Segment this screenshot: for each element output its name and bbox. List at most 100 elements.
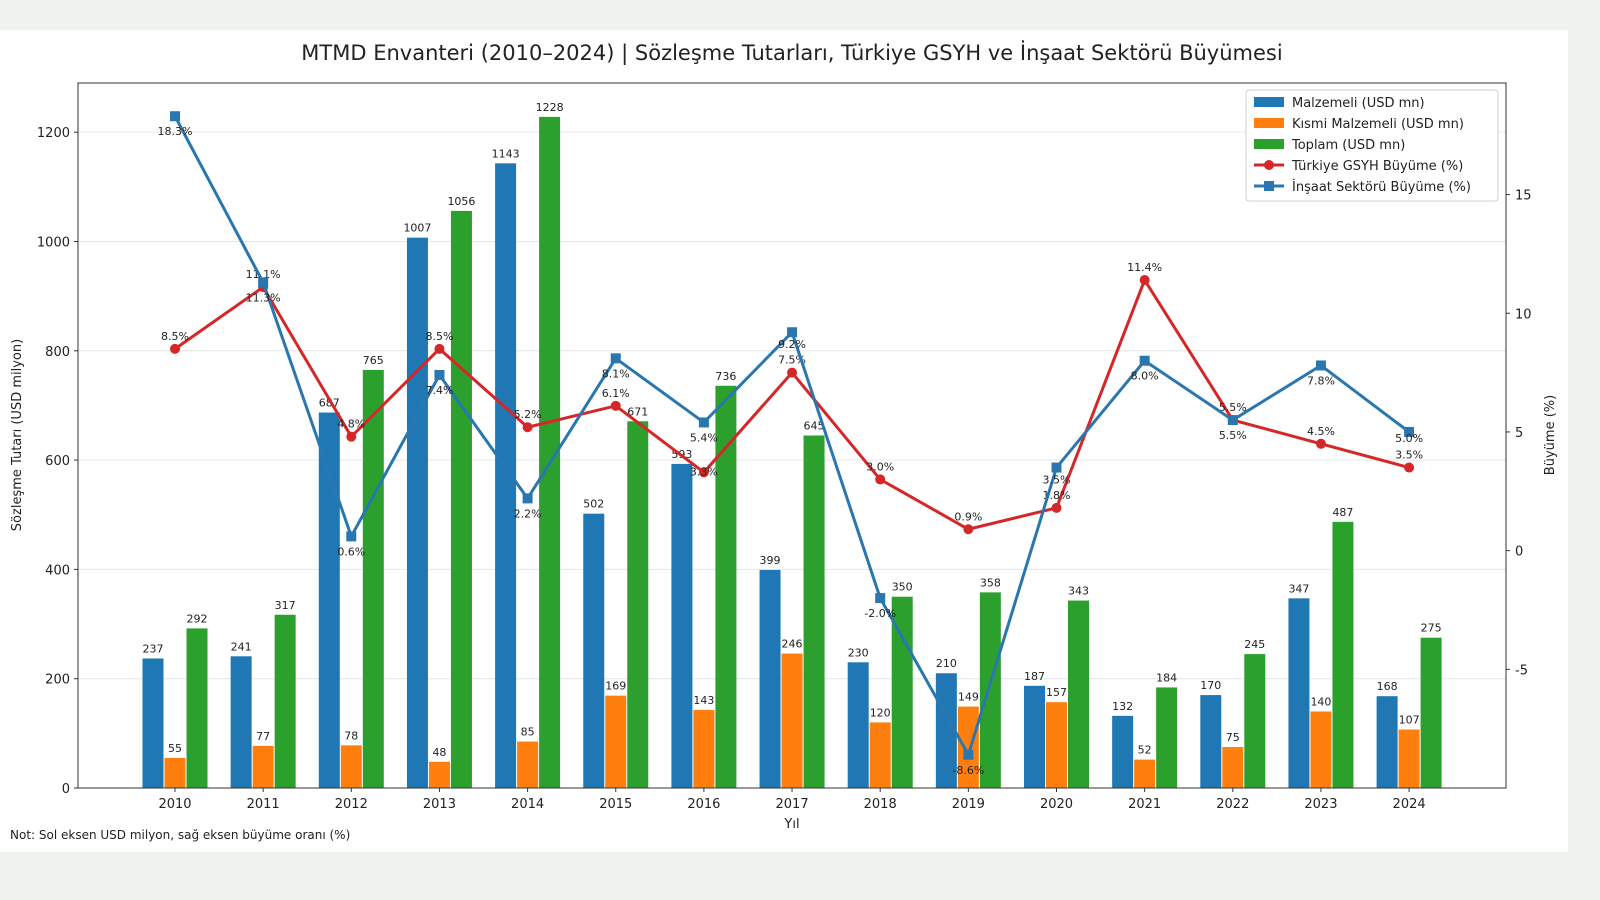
line-point [1227, 415, 1238, 426]
bar-2 [979, 592, 1001, 788]
bar-1 [340, 745, 362, 788]
line-point [1051, 502, 1062, 513]
bar-0 [1112, 715, 1134, 788]
bar-1 [869, 722, 891, 788]
x-tick-label: 2020 [1040, 797, 1073, 812]
line-point [346, 531, 357, 542]
bar-data-label: 77 [256, 730, 270, 743]
line-point [787, 327, 798, 338]
bar-1 [781, 653, 803, 788]
bar-2 [627, 421, 649, 788]
x-tick-label: 2015 [599, 797, 632, 812]
bar-data-label: 399 [760, 554, 781, 567]
line-data-label: 7.8% [1307, 374, 1335, 387]
bar-data-label: 187 [1024, 670, 1045, 683]
bar-data-label: 350 [892, 581, 913, 594]
legend-label: Malzemeli (USD mn) [1292, 96, 1425, 111]
bar-2 [803, 435, 825, 788]
bar-0 [935, 673, 957, 788]
line-data-label: 5.5% [1219, 429, 1247, 442]
bar-0 [406, 237, 428, 789]
bar-data-label: 246 [782, 638, 803, 651]
y-tick-label: 400 [45, 563, 70, 578]
y2-tick-label: 0 [1515, 545, 1523, 560]
line-point [434, 369, 445, 380]
line-data-label: 8.5% [425, 330, 453, 343]
y2-tick-label: 10 [1515, 307, 1532, 322]
bar-data-label: 292 [187, 612, 208, 625]
bar-1 [1222, 747, 1244, 788]
bar-data-label: 1007 [403, 222, 431, 235]
bar-1 [1134, 759, 1156, 788]
chart-frame: MTMD Envanteri (2010–2024) | Sözleşme Tu… [0, 30, 1568, 852]
bar-data-label: 765 [363, 354, 384, 367]
bar-2 [539, 116, 561, 788]
line-point [787, 367, 798, 378]
legend-swatch [1254, 118, 1284, 128]
line-point [875, 593, 886, 604]
bar-1 [957, 706, 979, 788]
bar-data-label: 210 [936, 657, 957, 670]
x-tick-label: 2023 [1304, 797, 1337, 812]
x-tick-label: 2017 [776, 797, 809, 812]
bar-data-label: 645 [804, 420, 825, 433]
bar-1 [693, 709, 715, 788]
line-data-label: 4.5% [1307, 425, 1335, 438]
y2-tick-label: 5 [1515, 426, 1523, 441]
bar-data-label: 343 [1068, 585, 1089, 598]
line-data-label: 8.1% [602, 367, 630, 380]
legend-label: Kısmi Malzemeli (USD mn) [1292, 117, 1464, 132]
bar-0 [1024, 685, 1045, 788]
line-data-label: 0.9% [954, 510, 982, 523]
line-point [963, 524, 974, 535]
bar-2 [186, 628, 208, 788]
x-tick-label: 2018 [864, 797, 897, 812]
bar-1 [1398, 729, 1420, 788]
bar-data-label: 671 [627, 405, 648, 418]
line-point [346, 431, 357, 442]
bar-2 [1420, 637, 1442, 788]
bar-data-label: 149 [958, 691, 979, 704]
line-point [1139, 355, 1150, 366]
bar-0 [759, 569, 781, 788]
bar-data-label: 487 [1332, 506, 1353, 519]
line-data-label: 2.2% [514, 507, 542, 520]
bar-data-label: 157 [1046, 686, 1067, 699]
bar-1 [1046, 702, 1067, 788]
line-data-label: 3.0% [866, 460, 894, 473]
x-tick-label: 2022 [1216, 797, 1249, 812]
bar-1 [605, 695, 627, 788]
x-axis-label: Yıl [783, 817, 799, 832]
bar-2 [362, 369, 384, 788]
line-data-label: 5.5% [1219, 401, 1247, 414]
line-point [698, 417, 709, 428]
bar-data-label: 1228 [536, 101, 564, 114]
bar-0 [583, 513, 605, 788]
line-data-label: 9.2% [778, 338, 806, 351]
bar-data-label: 1143 [492, 147, 520, 160]
y2-axis-label: Büyüme (%) [1543, 395, 1558, 475]
bar-data-label: 184 [1156, 671, 1177, 684]
line-point [1404, 462, 1415, 473]
y-axis-label: Sözleşme Tutarı (USD milyon) [10, 339, 25, 531]
bar-data-label: 52 [1138, 744, 1152, 757]
bar-1 [517, 741, 539, 788]
line-data-label: 0.6% [337, 545, 365, 558]
x-tick-label: 2024 [1393, 797, 1426, 812]
line-point [522, 493, 533, 504]
line-data-label: 8.5% [161, 330, 189, 343]
line-point [258, 277, 269, 288]
line-data-label: 5.2% [514, 408, 542, 421]
line-data-label: -2.0% [864, 607, 896, 620]
bar-data-label: 230 [848, 646, 869, 659]
line-point [522, 422, 533, 433]
line-data-label: -8.6% [952, 764, 984, 777]
legend-marker [1264, 160, 1274, 170]
line-data-label: 3.5% [1043, 474, 1071, 487]
legend-swatch [1254, 139, 1284, 149]
line-data-label: 3.3% [690, 465, 718, 478]
x-tick-label: 2021 [1128, 797, 1161, 812]
y-tick-label: 1200 [37, 126, 70, 141]
bar-data-label: 107 [1399, 714, 1420, 727]
bar-data-label: 75 [1226, 731, 1240, 744]
